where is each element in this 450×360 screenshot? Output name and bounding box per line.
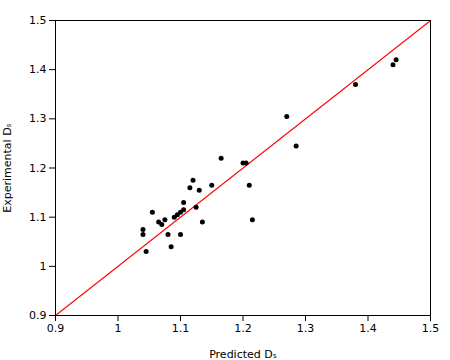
- svg-text:Predicted Dₛ: Predicted Dₛ: [209, 348, 277, 360]
- svg-text:1.4: 1.4: [29, 63, 47, 76]
- svg-text:0.9: 0.9: [47, 322, 65, 335]
- svg-text:1.3: 1.3: [297, 322, 315, 335]
- svg-text:1.1: 1.1: [172, 322, 190, 335]
- svg-text:1.3: 1.3: [29, 112, 47, 125]
- svg-text:1.1: 1.1: [29, 211, 47, 224]
- svg-text:1.5: 1.5: [29, 14, 47, 27]
- svg-text:1: 1: [40, 260, 47, 273]
- svg-text:1.5: 1.5: [422, 322, 440, 335]
- svg-text:1.4: 1.4: [359, 322, 377, 335]
- svg-text:Experimental Dₛ: Experimental Dₛ: [1, 123, 14, 212]
- svg-text:0.9: 0.9: [29, 309, 47, 322]
- svg-text:1: 1: [115, 322, 122, 335]
- svg-text:1.2: 1.2: [234, 322, 252, 335]
- svg-text:1.2: 1.2: [29, 162, 47, 175]
